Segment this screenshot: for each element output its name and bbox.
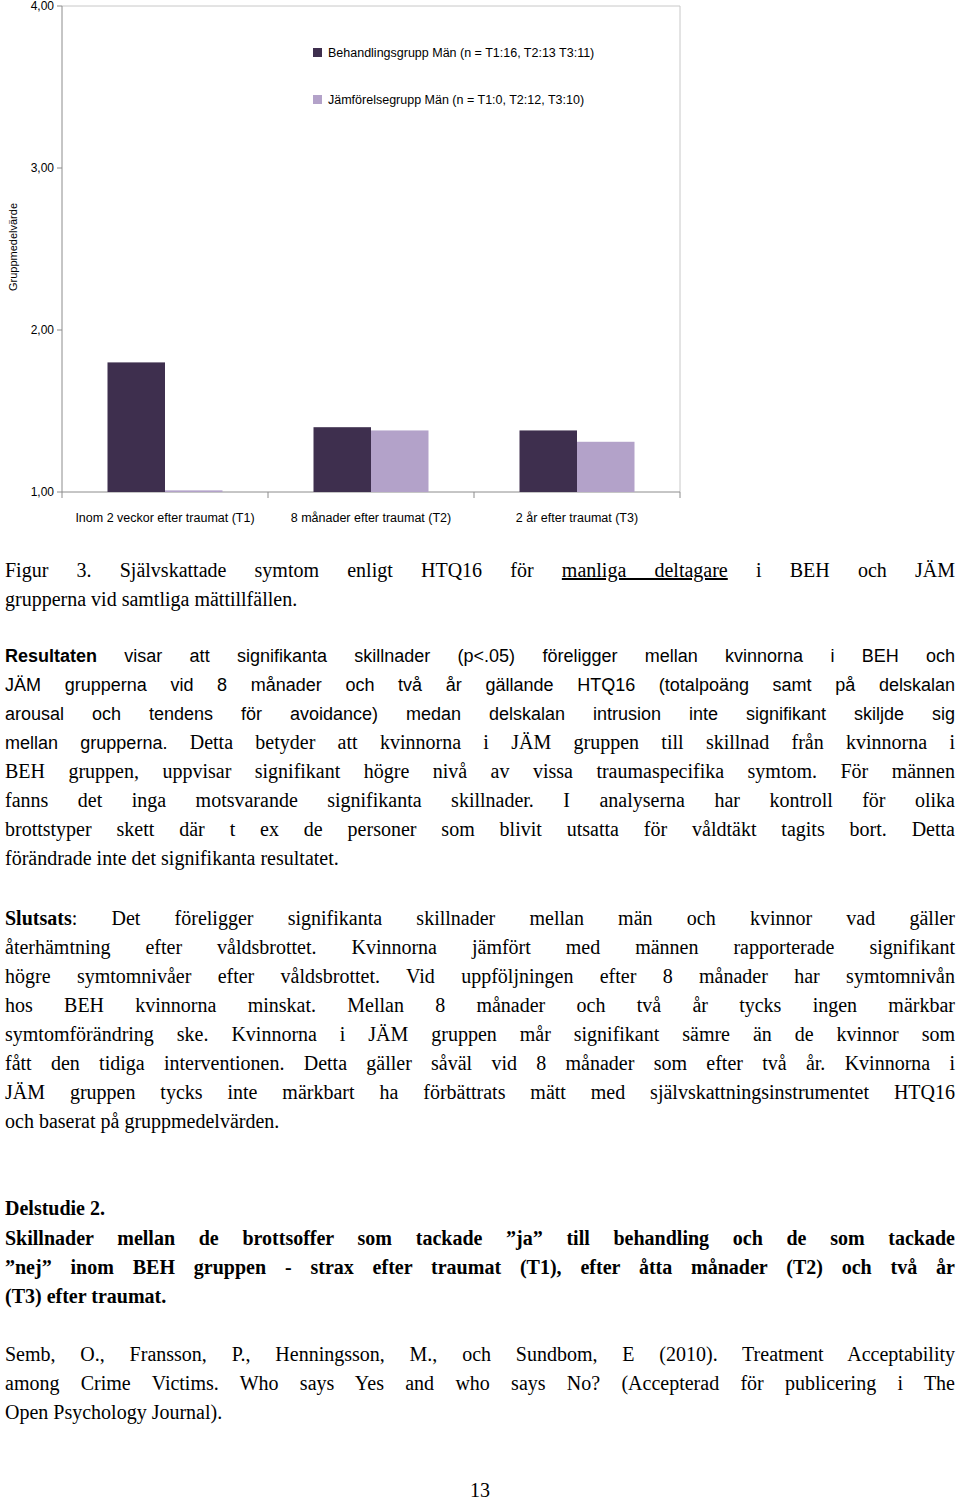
bar	[108, 362, 166, 492]
text-run: JÄM gruppen tycks inte märkbart ha förbä…	[5, 1081, 955, 1103]
text-run: JÄM grupperna vid 8 månader och två år g…	[5, 675, 955, 695]
text-run: hos BEH kvinnorna minskat. Mellan 8 måna…	[5, 994, 955, 1016]
text-run: fått den tidiga interventionen. Detta gä…	[5, 1052, 955, 1074]
x-tick-label: 2 år efter traumat (T3)	[516, 511, 638, 525]
text-run: : Det föreligger signifikanta skillnader…	[72, 907, 955, 929]
text-run: arousal och tendens för avoidance) medan…	[5, 704, 955, 724]
text-line: högre symtomnivåer efter våldsbrottet. V…	[5, 962, 955, 991]
text-line: Resultaten visar att signifikanta skilln…	[5, 641, 955, 670]
y-tick	[57, 330, 62, 331]
bar	[165, 490, 223, 492]
text-line: fått den tidiga interventionen. Detta gä…	[5, 1049, 955, 1078]
text-line: brottstyper skett där t ex de personer s…	[5, 815, 955, 844]
legend-label: Jämförelsegrupp Män (n = T1:0, T2:12, T3…	[328, 93, 584, 107]
text-line: Figur 3. Självskattade symtom enligt HTQ…	[5, 556, 955, 585]
text-run: Figur 3. Självskattade symtom enligt HTQ…	[5, 559, 562, 581]
text-line: Open Psychology Journal).	[5, 1398, 955, 1427]
text-line: symtomförändring ske. Kvinnorna i JÄM gr…	[5, 1020, 955, 1049]
legend-label: Behandlingsgrupp Män (n = T1:16, T2:13 T…	[328, 46, 594, 60]
y-tick	[57, 492, 62, 493]
legend-swatch	[313, 48, 322, 57]
plot-frame-top	[62, 6, 680, 7]
x-tick	[474, 492, 475, 498]
text-run: Detta betyder att kvinnorna i JÄM gruppe…	[167, 731, 955, 753]
text-run: Semb, O., Fransson, P., Henningsson, M.,…	[5, 1343, 955, 1365]
text-run: symtomförändring ske. Kvinnorna i JÄM gr…	[5, 1023, 955, 1045]
text-run: fanns det inga motsvarande signifikanta …	[5, 789, 955, 811]
y-tick	[57, 168, 62, 169]
text-line: grupperna vid samtliga mättillfällen.	[5, 585, 955, 614]
bar	[371, 430, 429, 492]
text-run: Open Psychology Journal).	[5, 1401, 222, 1423]
text-run: Delstudie 2.	[5, 1197, 105, 1219]
text-run: visar att signifikanta skillnader (p<.05…	[97, 646, 955, 666]
page-number: 13	[5, 1476, 955, 1501]
text-run: förändrade inte det signifikanta resulta…	[5, 847, 339, 869]
text-line: Slutsats: Det föreligger signifikanta sk…	[5, 904, 955, 933]
text-run: och baserat på gruppmedelvärden.	[5, 1110, 279, 1132]
text-run: grupperna vid samtliga mättillfällen.	[5, 588, 297, 610]
text-line: hos BEH kvinnorna minskat. Mellan 8 måna…	[5, 991, 955, 1020]
text-line: Skillnader mellan de brottsoffer som tac…	[5, 1224, 955, 1253]
x-tick	[62, 492, 63, 498]
text-line: (T3) efter traumat.	[5, 1282, 955, 1311]
text-run: Resultaten	[5, 646, 97, 666]
y-tick	[57, 6, 62, 7]
text-line: BEH gruppen, uppvisar signifikant högre …	[5, 757, 955, 786]
text-line: och baserat på gruppmedelvärden.	[5, 1107, 955, 1136]
text-line: Delstudie 2.	[5, 1194, 955, 1223]
text-run: Slutsats	[5, 907, 72, 929]
text-run: Skillnader mellan de brottsoffer som tac…	[5, 1227, 955, 1249]
text-line: fanns det inga motsvarande signifikanta …	[5, 786, 955, 815]
text-line: JÄM gruppen tycks inte märkbart ha förbä…	[5, 1078, 955, 1107]
text-run: manliga deltagare	[562, 559, 728, 581]
y-axis-line	[62, 6, 63, 492]
y-tick-label: 2,00	[31, 323, 55, 337]
text-line: förändrade inte det signifikanta resulta…	[5, 844, 955, 873]
text-run: i BEH och JÄM	[728, 559, 955, 581]
text-run: högre symtomnivåer efter våldsbrottet. V…	[5, 965, 955, 987]
x-tick	[268, 492, 269, 498]
bar	[520, 430, 578, 492]
bars	[108, 362, 635, 492]
y-tick-label: 3,00	[31, 161, 55, 175]
text-run: (T3) efter traumat.	[5, 1285, 166, 1307]
text-line: JÄM grupperna vid 8 månader och två år g…	[5, 670, 955, 699]
text-line: mellan grupperna. Detta betyder att kvin…	[5, 728, 955, 757]
x-tick	[680, 492, 681, 498]
text-line: among Crime Victims. Who says Yes and wh…	[5, 1369, 955, 1398]
x-tick-label: 8 månader efter traumat (T2)	[291, 511, 451, 525]
chart: 1,00 2,00 3,00 4,00 Gruppmedelvärde Inom 2 ve…	[0, 0, 960, 550]
text-run: återhämtning efter våldsbrottet. Kvinnor…	[5, 936, 955, 958]
bar	[314, 427, 372, 492]
y-axis-label: Gruppmedelvärde	[7, 203, 19, 291]
text-line: återhämtning efter våldsbrottet. Kvinnor…	[5, 933, 955, 962]
y-tick-label: 1,00	[31, 485, 55, 499]
text-line: ”nej” inom BEH gruppen - strax efter tra…	[5, 1253, 955, 1282]
text-line: Semb, O., Fransson, P., Henningsson, M.,…	[5, 1340, 955, 1369]
text-run: BEH gruppen, uppvisar signifikant högre …	[5, 760, 955, 782]
text-run: mellan grupperna.	[5, 733, 167, 753]
x-tick-label: Inom 2 veckor efter traumat (T1)	[75, 511, 254, 525]
bar	[577, 442, 635, 492]
y-tick-label: 4,00	[31, 0, 55, 13]
text-line: arousal och tendens för avoidance) medan…	[5, 699, 955, 728]
plot-frame-right	[680, 6, 681, 492]
text-run: ”nej” inom BEH gruppen - strax efter tra…	[5, 1256, 955, 1278]
text-run: among Crime Victims. Who says Yes and wh…	[5, 1372, 955, 1394]
text-run: brottstyper skett där t ex de personer s…	[5, 818, 955, 840]
legend-swatch	[313, 95, 322, 104]
